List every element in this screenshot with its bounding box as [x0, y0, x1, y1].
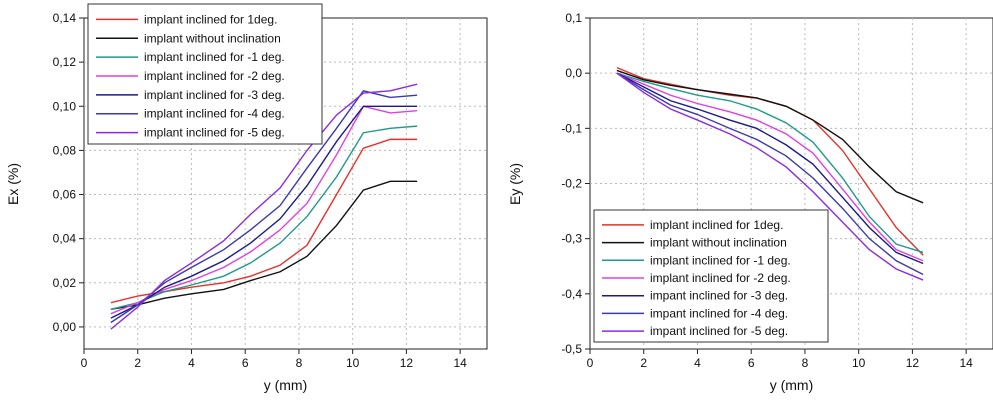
y-tick-label: -0,1 — [561, 121, 582, 135]
x-axis-label: y (mm) — [770, 377, 814, 393]
x-tick-label: 2 — [134, 356, 141, 370]
legend-label: implant inclined for -5 deg. — [144, 126, 285, 140]
series-line-3 — [616, 72, 924, 254]
legend-box — [593, 209, 829, 343]
y-tick-label: 0,06 — [53, 188, 77, 202]
x-tick-label: 14 — [453, 356, 467, 370]
y-tick-label: -0,4 — [561, 287, 582, 301]
legend-label: implant inclined for 1deg. — [650, 218, 783, 232]
y-tick-label: 0,02 — [53, 276, 77, 290]
x-tick-label: 4 — [188, 356, 195, 370]
series-line-5 — [110, 105, 418, 319]
y-tick-label: -0,3 — [561, 232, 582, 246]
legend-label: impant inclined for -4 deg. — [650, 306, 788, 320]
series-line-7 — [616, 72, 924, 281]
y-tick-label: 0,00 — [53, 320, 77, 334]
series-line-4 — [616, 72, 924, 262]
x-tick-label: 0 — [587, 356, 594, 370]
series-line-6 — [616, 72, 924, 276]
x-axis-label: y (mm) — [264, 377, 308, 393]
legend-label: implant inclined for -2 deg. — [144, 69, 285, 83]
legend-label: implant inclined for -2 deg. — [650, 271, 791, 285]
x-tick-label: 0 — [81, 356, 88, 370]
y-tick-label: 0,1 — [565, 11, 582, 25]
y-tick-label: 0,04 — [53, 232, 77, 246]
series-line-3 — [110, 125, 418, 310]
series-line-2 — [616, 69, 924, 204]
y-tick-label: 0,08 — [53, 143, 77, 157]
legend-label: implant inclined for -1 deg. — [650, 253, 791, 267]
y-axis-label: Ex (%) — [5, 163, 21, 205]
x-tick-label: 12 — [400, 356, 414, 370]
y-tick-label: 0,12 — [53, 55, 77, 69]
ex-chart: 0 2 4 6 8 10 12 14 0,00 0,02 0,04 0,06 0,08 0,10 0,12 0… — [5, 3, 488, 393]
series-line-4 — [110, 105, 418, 315]
legend-label: implant inclined for -4 deg. — [144, 107, 285, 121]
x-tick-label: 6 — [748, 356, 755, 370]
y-tick-label: 0,10 — [53, 99, 77, 113]
y-axis-label: Ey (%) — [507, 163, 523, 205]
series-line-7 — [110, 83, 418, 330]
x-tick-label: 8 — [296, 356, 303, 370]
x-tick-label: 8 — [802, 356, 809, 370]
x-tick-label: 4 — [694, 356, 701, 370]
legend-box — [87, 3, 323, 145]
legend-label: impant inclined for -5 deg. — [650, 324, 788, 338]
legend-label: implant inclined for 1deg. — [144, 12, 277, 26]
x-tick-label: 2 — [640, 356, 647, 370]
x-tick-label: 12 — [906, 356, 920, 370]
legend-label: implant inclined for -1 deg. — [144, 50, 285, 64]
y-tick-label: 0,0 — [565, 66, 582, 80]
legend-label: impant inclined for -3 deg. — [650, 289, 788, 303]
x-tick-label: 10 — [346, 356, 360, 370]
y-tick-label: 0,14 — [53, 11, 77, 25]
legend-label: implant without inclination — [650, 236, 787, 250]
y-tick-label: -0,2 — [561, 177, 582, 191]
x-tick-label: 10 — [852, 356, 866, 370]
y-tick-label: -0,5 — [561, 342, 582, 356]
series-line-5 — [616, 72, 924, 265]
legend-label: implant inclined for -3 deg. — [144, 88, 285, 102]
legend-label: implant without inclination — [144, 31, 281, 45]
series-line-2 — [110, 180, 418, 310]
series-line-6 — [110, 90, 418, 324]
x-tick-label: 14 — [959, 356, 973, 370]
x-tick-label: 6 — [242, 356, 249, 370]
ey-chart: 0 2 4 6 8 10 12 14 0,1 0,0 -0,1 -0,2 -0,3 -0,4 -0,5 y (… — [507, 11, 993, 393]
